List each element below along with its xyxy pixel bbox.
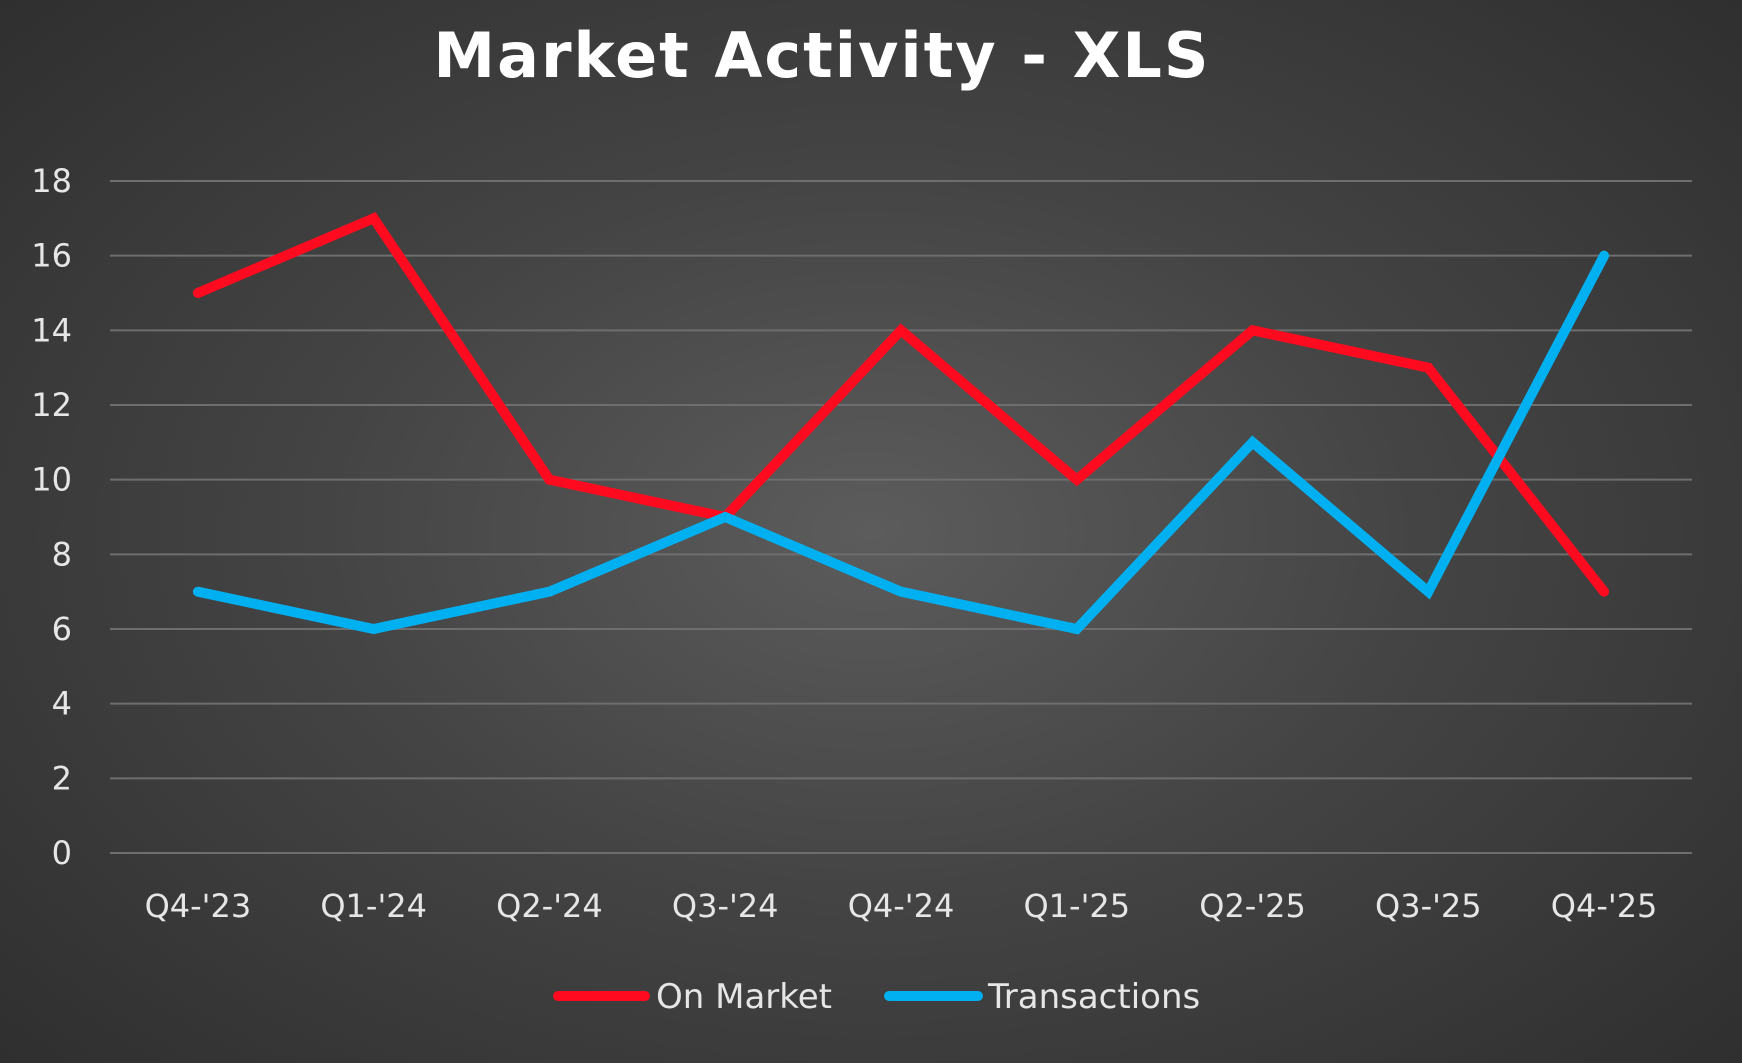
- legend-label: Transactions: [987, 977, 1200, 1017]
- y-tick-label: 2: [52, 759, 72, 797]
- x-tick-label: Q2-'24: [496, 887, 603, 925]
- y-tick-label: 8: [52, 535, 72, 573]
- series-line-1: [192, 250, 1610, 635]
- y-tick-label: 16: [31, 237, 72, 275]
- x-tick-label: Q4-'24: [848, 887, 955, 925]
- y-tick-label: 10: [31, 461, 72, 499]
- x-tick-label: Q1-'24: [320, 887, 427, 925]
- y-tick-label: 4: [52, 685, 72, 723]
- y-tick-label: 12: [31, 386, 72, 424]
- y-axis-ticks: 0 2 4 6 8 10 12 14 16 18: [31, 162, 72, 872]
- x-tick-label: Q4-'23: [145, 887, 252, 925]
- x-tick-label: Q3-'24: [672, 887, 779, 925]
- gridlines: [110, 180, 1692, 854]
- y-tick-label: 14: [31, 311, 72, 349]
- series-lines: [192, 212, 1610, 635]
- x-tick-label: Q3-'25: [1375, 887, 1482, 925]
- series-line-0: [192, 212, 1610, 597]
- x-tick-label: Q2-'25: [1199, 887, 1306, 925]
- y-tick-label: 18: [31, 162, 72, 200]
- y-tick-label: 6: [52, 610, 72, 648]
- x-axis-ticks: Q4-'23 Q1-'24 Q2-'24 Q3-'24 Q4-'24 Q1-'25 Q2-'…: [145, 887, 1658, 925]
- y-tick-label: 0: [52, 834, 72, 872]
- chart-title: Market Activity - XLS: [433, 19, 1210, 92]
- legend-label: On Market: [656, 977, 832, 1017]
- x-tick-label: Q1-'25: [1023, 887, 1130, 925]
- legend: On Market Transactions: [553, 977, 1200, 1017]
- x-tick-label: Q4-'25: [1551, 887, 1658, 925]
